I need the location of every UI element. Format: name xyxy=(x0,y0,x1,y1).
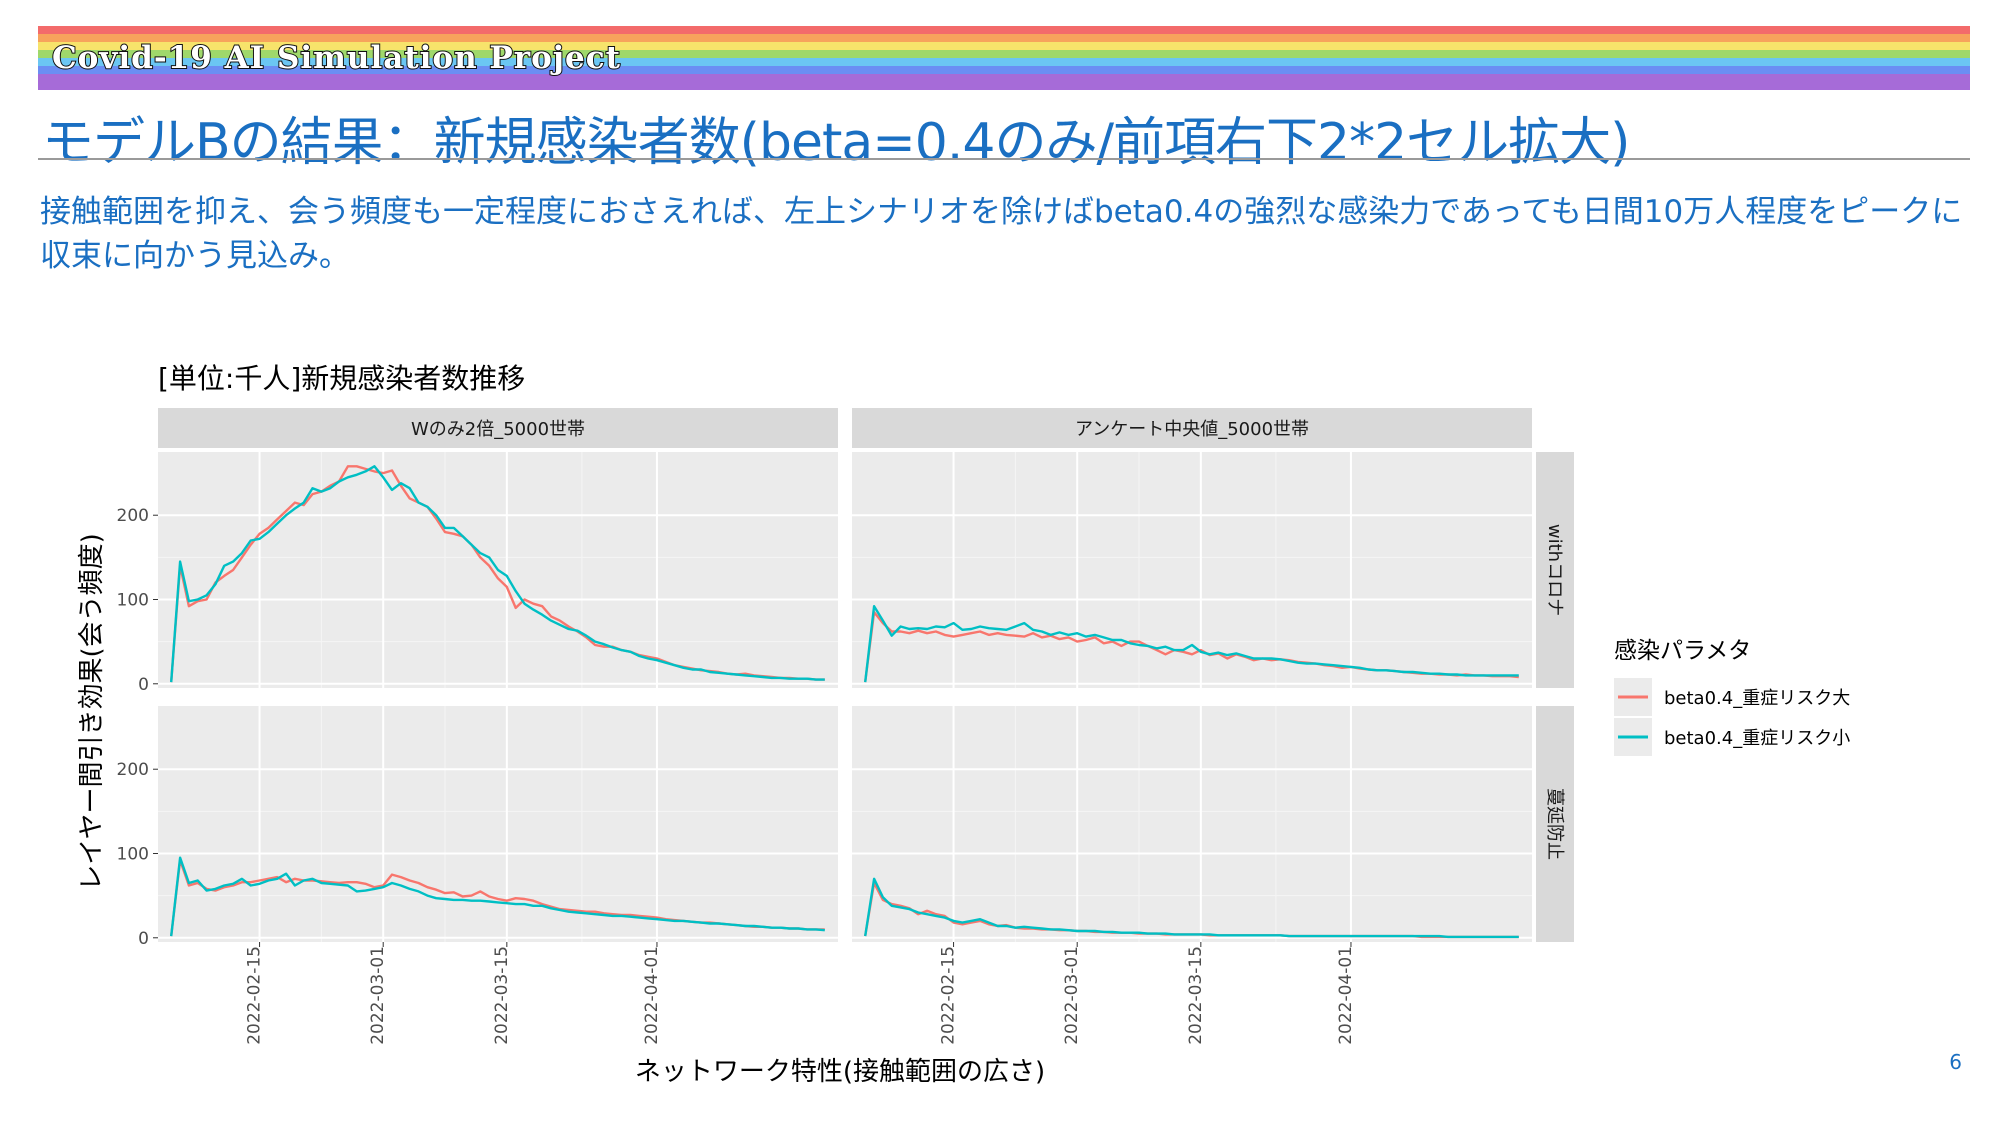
project-banner: Covid-19 AI Simulation Project xyxy=(51,39,621,77)
rainbow-stripe xyxy=(38,42,1970,50)
rainbow-stripe xyxy=(38,66,1970,74)
panel-background xyxy=(852,452,1532,688)
y-tick-label: 0 xyxy=(138,929,149,949)
facet-strip-column xyxy=(852,408,1532,448)
y-axis-label: レイヤー間引き効果(会う頻度) xyxy=(77,533,107,891)
y-tick-label: 100 xyxy=(117,845,149,865)
slide-description: 接触範囲を抑え、会う頻度も一定程度におさえれば、左上シナリオを除けばbeta0.… xyxy=(40,194,1963,274)
x-tick-label: 2022-04-01 xyxy=(1336,946,1356,1045)
facet-strip-column xyxy=(158,408,838,448)
rainbow-stripe xyxy=(38,50,1970,58)
x-tick-label: 2022-03-15 xyxy=(1186,946,1206,1045)
panel-background xyxy=(852,706,1532,942)
chart-title: [単位:千人]新規感染者数推移 xyxy=(158,362,525,395)
facet-strip-row-label: 蔓延防止 xyxy=(1544,788,1565,860)
x-tick-label: 2022-02-15 xyxy=(245,946,265,1045)
rainbow-stripe xyxy=(38,26,1970,34)
facet-strip-column-label: Wのみ2倍_5000世帯 xyxy=(411,419,585,440)
y-tick-label: 100 xyxy=(117,591,149,611)
x-tick-label: 2022-03-01 xyxy=(1062,946,1082,1045)
x-tick-label: 2022-03-01 xyxy=(368,946,388,1045)
facet-strip-row xyxy=(1536,706,1574,942)
x-tick-label: 2022-03-15 xyxy=(492,946,512,1045)
page-number: 6 xyxy=(1949,1050,1962,1074)
rainbow-stripe xyxy=(38,34,1970,42)
series-line xyxy=(170,465,825,683)
facet-strip-row xyxy=(1536,452,1574,688)
legend-label-1: beta0.4_重症リスク大 xyxy=(1664,688,1850,709)
legend-label-2: beta0.4_重症リスク小 xyxy=(1664,728,1850,749)
facet-strip-row-label: withコロナ xyxy=(1544,524,1565,616)
series-line xyxy=(170,856,825,937)
rainbow-stripe xyxy=(38,82,1970,90)
facet-strip-column-label: アンケート中央値_5000世帯 xyxy=(1075,419,1309,440)
x-tick-label: 2022-04-01 xyxy=(642,946,662,1045)
series-line xyxy=(864,605,1519,683)
rainbow-stripe xyxy=(38,58,1970,66)
rainbow-band xyxy=(38,26,1970,90)
series-line xyxy=(864,877,1519,939)
y-tick-label: 200 xyxy=(117,506,149,526)
slide-title: モデルBの結果：新規感染者数(beta=0.4のみ/前項右下2*2セル拡大) xyxy=(42,113,1630,173)
rainbow-stripe xyxy=(38,74,1970,82)
y-tick-label: 0 xyxy=(138,675,149,695)
x-tick-label: 2022-02-15 xyxy=(939,946,959,1045)
title-divider xyxy=(38,158,1970,160)
legend-title: 感染パラメタ xyxy=(1614,638,1751,664)
y-tick-label: 200 xyxy=(117,760,149,780)
x-axis-label: ネットワーク特性(接触範囲の広さ) xyxy=(635,1057,1045,1087)
